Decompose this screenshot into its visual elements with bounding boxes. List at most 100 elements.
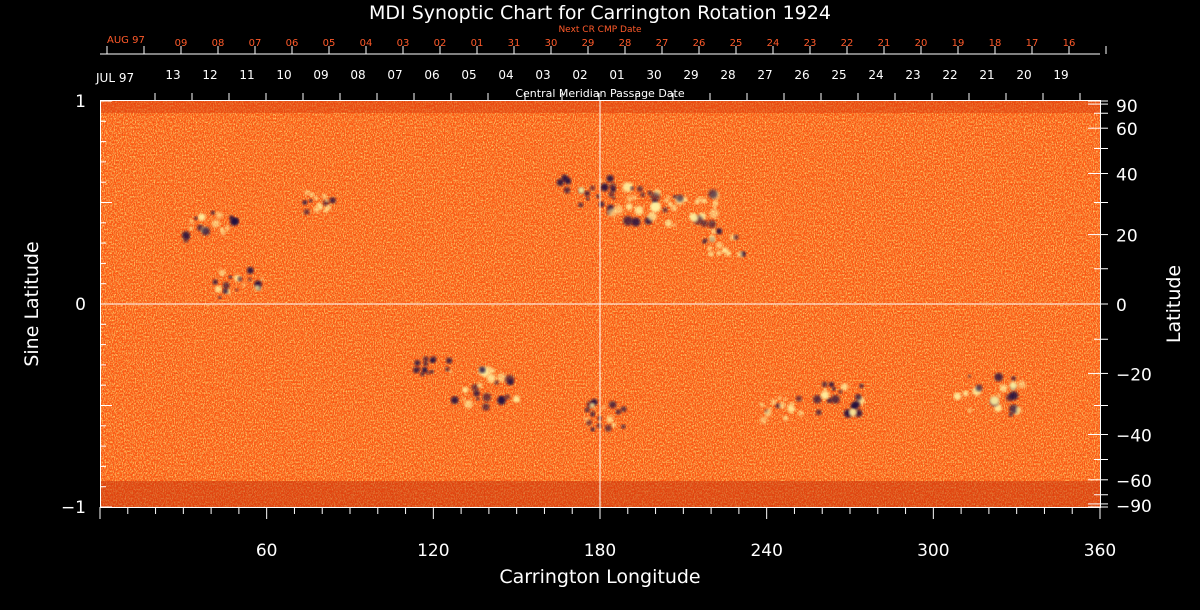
region-dot [449, 370, 453, 374]
region-dot [512, 395, 521, 403]
cmp-day-label: 05 [461, 68, 476, 82]
region-dot [854, 393, 862, 401]
cmp-day-label: 01 [609, 68, 624, 82]
region-dot [997, 393, 1001, 397]
region-dot [783, 397, 787, 401]
region-dot [609, 401, 617, 409]
region-dot [782, 415, 789, 421]
region-dot [736, 251, 744, 258]
cmp-day-label: 07 [387, 68, 402, 82]
region-dot [828, 381, 835, 388]
region-dot [220, 227, 225, 232]
next-day-label: 17 [1026, 38, 1039, 49]
region-dot [201, 226, 211, 236]
region-dot [672, 223, 677, 228]
region-dot [189, 226, 193, 231]
region-dot [608, 191, 615, 198]
right-tick-label: 40 [1116, 166, 1138, 186]
region-dot [414, 359, 421, 367]
next-day-label: 07 [249, 38, 262, 49]
region-dot [673, 194, 677, 199]
region-dot [1009, 391, 1019, 401]
region-dot [821, 381, 828, 388]
cmp-day-label: 28 [720, 68, 735, 82]
region-dot [611, 422, 617, 428]
x-axis-tick-labels: 60 120 180 240 300 360 [256, 541, 1116, 561]
region-dot [313, 195, 319, 201]
region-dot [795, 395, 802, 402]
region-dot [304, 189, 310, 196]
region-dot [606, 175, 614, 183]
region-dot [667, 195, 671, 199]
left-axis-tick-labels: 1 0 −1 [61, 92, 86, 518]
region-dot [601, 405, 606, 410]
region-dot [967, 408, 973, 413]
active-regions [181, 174, 1026, 432]
cmp-day-label: 02 [572, 68, 587, 82]
cmp-day-label: 10 [276, 68, 291, 82]
region-dot [189, 219, 194, 224]
region-dot [482, 403, 490, 411]
region-dot [967, 374, 971, 378]
next-day-label: 04 [360, 38, 373, 49]
region-dot [423, 356, 429, 362]
right-tick-label: 0 [1116, 296, 1127, 316]
cmp-day-label: 04 [498, 68, 513, 82]
region-dot [210, 210, 215, 215]
region-dot [497, 396, 506, 405]
next-day-label: 09 [175, 38, 188, 49]
region-dot [815, 409, 822, 416]
region-dot [670, 204, 678, 212]
region-dot [482, 392, 492, 402]
cmp-day-label: 19 [1053, 68, 1068, 82]
right-axis-title: Latitude [1163, 265, 1185, 343]
region-dot [759, 416, 767, 424]
right-tick-label: 90 [1116, 97, 1138, 117]
next-day-label: 25 [730, 38, 743, 49]
region-dot [779, 402, 786, 409]
right-tick-label: −60 [1116, 472, 1152, 492]
region-dot [609, 182, 616, 190]
next-axis-days: 09 08 07 06 05 04 03 02 01 31 30 29 28 27 26 25 24 23 22 21… [175, 38, 1076, 49]
region-dot [212, 279, 218, 285]
region-dot [309, 192, 314, 197]
region-dot [595, 194, 601, 199]
region-dot [479, 366, 486, 374]
region-dot [421, 367, 428, 373]
region-dot [590, 413, 595, 417]
region-dot [712, 204, 717, 210]
region-dot [848, 408, 857, 417]
region-dot [831, 386, 836, 391]
region-dot [462, 386, 469, 393]
region-dot [715, 241, 723, 249]
region-dot [820, 390, 830, 400]
region-dot [999, 384, 1008, 393]
region-dot [564, 177, 572, 185]
chart-title: MDI Synoptic Chart for Carrington Rotati… [369, 2, 831, 24]
next-axis-label: Next CR CMP Date [558, 25, 642, 35]
region-dot [826, 397, 833, 404]
region-dot [676, 194, 684, 202]
right-tick-label: 60 [1116, 120, 1138, 140]
region-dot [716, 228, 723, 235]
region-dot [446, 357, 453, 364]
region-dot [733, 234, 739, 240]
cmp-day-label: 27 [757, 68, 772, 82]
cmp-day-label: 13 [165, 68, 180, 82]
region-dot [254, 285, 261, 291]
x-axis-title: Carrington Longitude [499, 566, 700, 588]
region-dot [764, 410, 772, 418]
right-tick-label: 20 [1116, 227, 1138, 247]
region-dot [556, 178, 564, 187]
region-dot [578, 202, 584, 208]
region-dot [664, 198, 669, 203]
cmp-day-label: 24 [868, 68, 883, 82]
region-dot [483, 366, 493, 376]
region-dot [631, 195, 637, 200]
cmp-axis-label: Central Meridian Passage Date [515, 87, 684, 100]
cmp-day-label: 26 [794, 68, 809, 82]
region-dot [703, 238, 708, 243]
next-day-label: 20 [915, 38, 928, 49]
left-tick-label: 0 [75, 295, 86, 315]
region-dot [852, 400, 861, 409]
